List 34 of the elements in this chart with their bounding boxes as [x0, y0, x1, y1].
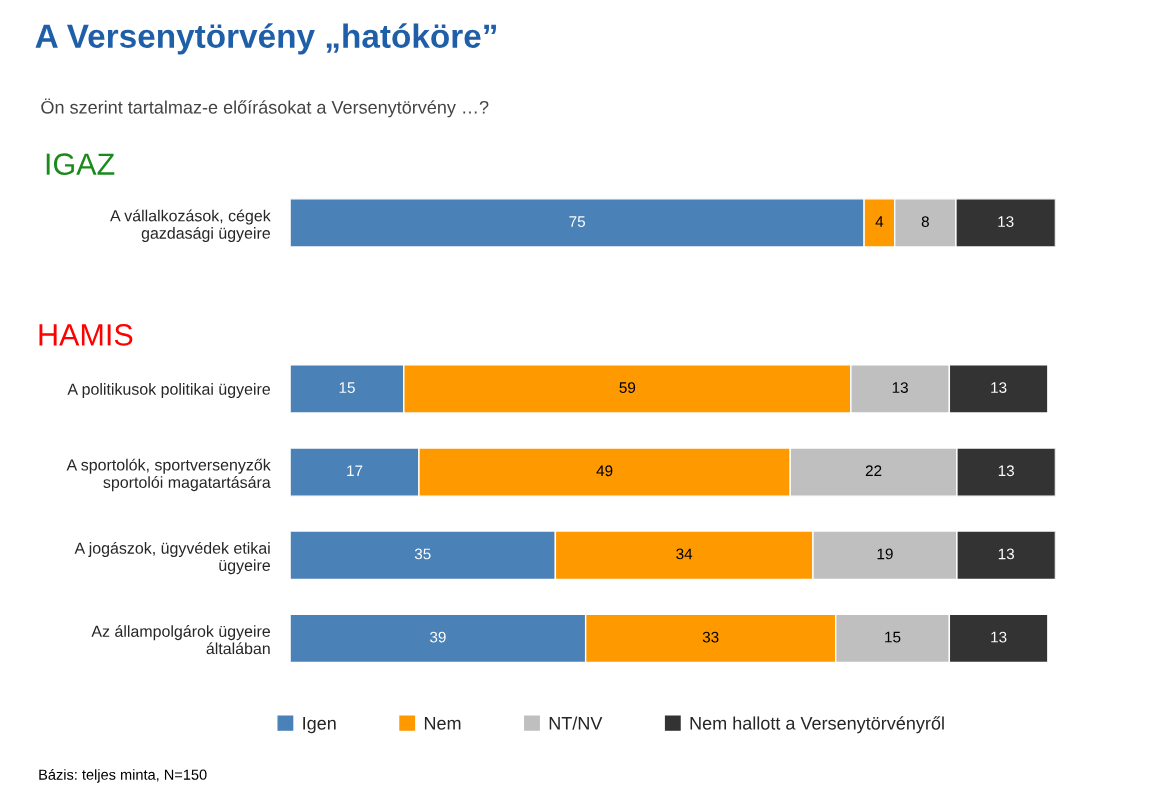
data-label: 13 — [991, 631, 1007, 643]
data-label: 13 — [998, 216, 1014, 228]
data-label: 33 — [702, 631, 719, 643]
data-label: 4 — [875, 216, 884, 227]
data-label: 8 — [921, 216, 929, 228]
text: IGAZ — [46, 153, 115, 175]
data-label: 39 — [429, 631, 446, 643]
data-label: 34 — [676, 548, 693, 560]
text: Bázis: teljes minta, N=150 — [39, 768, 207, 783]
y-tick-label: A vállalkozások, cégek gazdasági ügyeire — [110, 209, 271, 242]
y-tick-label: A jogászok, ügyvédek etikai ügyeire — [74, 541, 271, 575]
y-tick-label: Az állampolgárok ügyeire általában — [91, 625, 271, 655]
data-label: 13 — [892, 382, 908, 393]
y-tick-label: A politikusok politikai ügyeire — [67, 383, 271, 398]
legend-label: Nem — [424, 717, 461, 730]
data-label: 49 — [596, 465, 613, 477]
data-label: 75 — [569, 216, 585, 228]
legend-label: NT/NV — [549, 716, 603, 730]
data-label: 59 — [619, 382, 636, 393]
chart-title: HAMIS — [39, 324, 133, 346]
data-label: 15 — [885, 631, 901, 643]
data-label: 22 — [865, 465, 882, 476]
data-label: 17 — [347, 465, 363, 476]
chart-subtitle: Ön szerint tartalmaz-e előírásokat a Versenytörvény …? — [41, 98, 489, 118]
data-label: 19 — [877, 548, 893, 560]
legend-label: Nem hallott a Versenytörvényről — [690, 716, 944, 734]
data-label: 15 — [339, 382, 355, 393]
data-label: 35 — [414, 548, 431, 560]
y-tick-label: A sportolók, sportversenyzők sportolói magatartására — [66, 458, 271, 492]
chart-title: A Versenytörvény „hatóköre” — [35, 23, 496, 55]
legend-label: Igen — [303, 717, 336, 734]
data-label: 13 — [991, 382, 1007, 393]
data-label: 13 — [998, 465, 1014, 477]
data-label: 13 — [998, 548, 1014, 560]
